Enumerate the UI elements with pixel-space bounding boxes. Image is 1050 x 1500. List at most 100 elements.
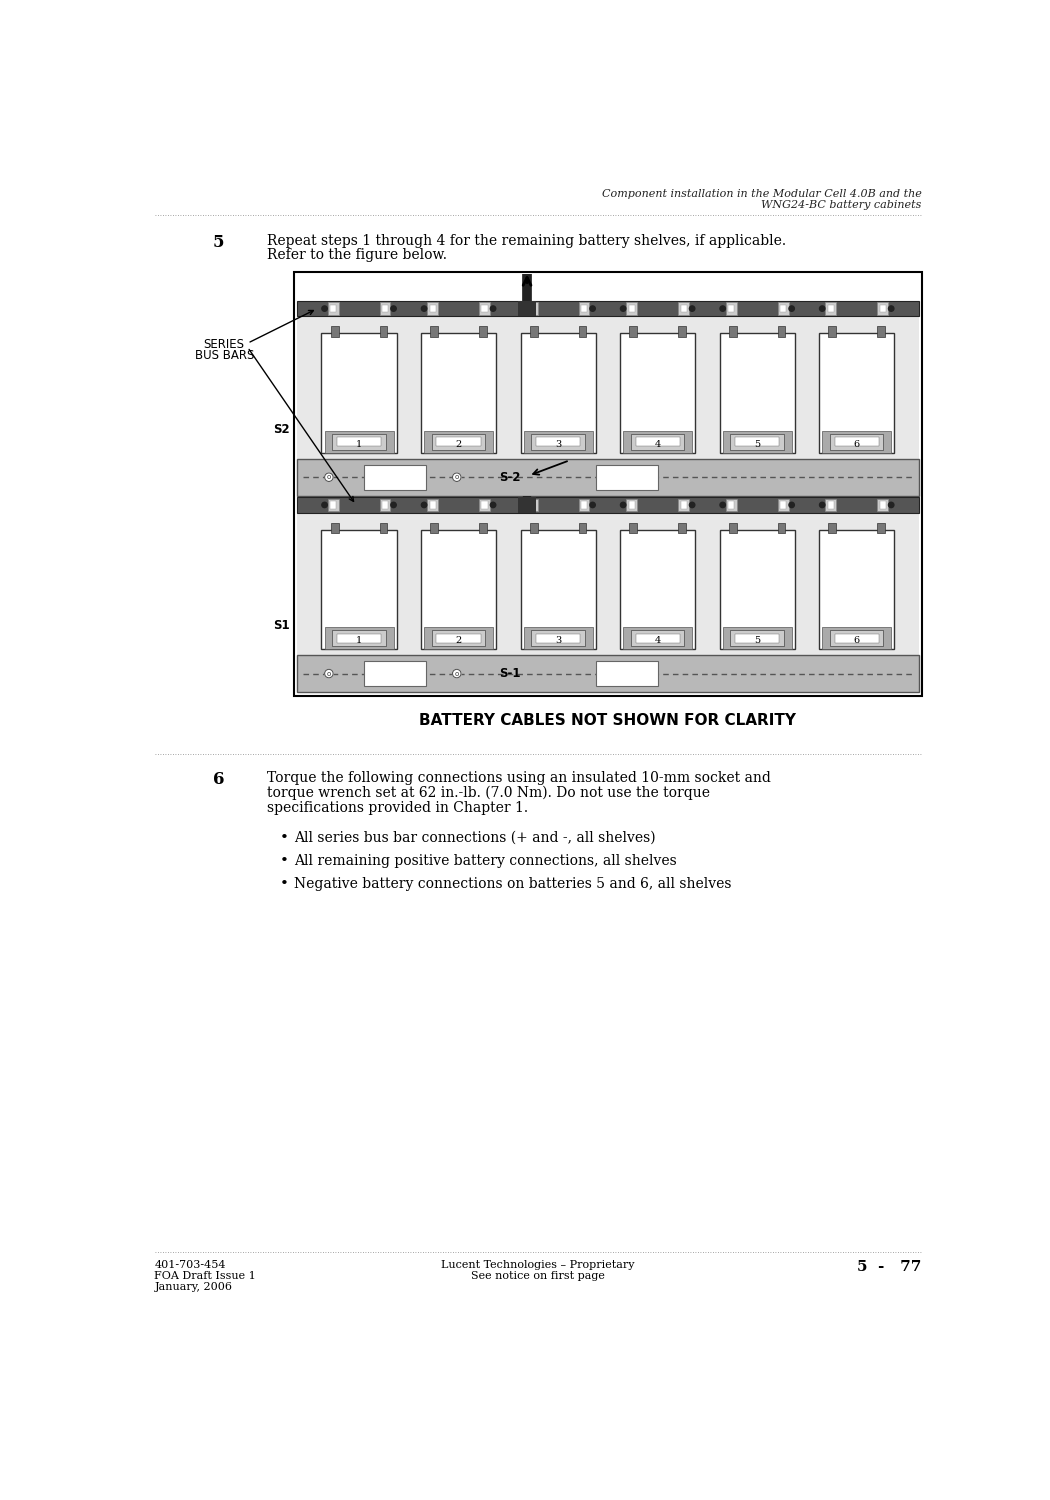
Bar (297, 316, 919, 459)
Bar (430, 327, 438, 338)
Text: 5  -   77: 5 - 77 (858, 1260, 922, 1275)
Bar (427, 500, 438, 512)
Circle shape (888, 503, 894, 507)
Circle shape (521, 503, 526, 507)
Text: All remaining positive battery connections, all shelves: All remaining positive battery connectio… (294, 853, 677, 867)
Bar (678, 303, 689, 315)
Bar (337, 436, 381, 447)
Bar (722, 627, 792, 650)
Bar (579, 522, 586, 534)
Text: S2: S2 (273, 423, 290, 435)
Text: 3: 3 (555, 636, 562, 645)
Bar (363, 465, 425, 489)
Bar (623, 627, 692, 650)
Bar (728, 304, 734, 312)
Bar (297, 513, 919, 656)
Bar (621, 333, 695, 453)
Text: o: o (455, 474, 459, 480)
Bar (780, 304, 786, 312)
Bar (726, 500, 737, 512)
Bar (877, 327, 885, 338)
Bar (581, 501, 587, 509)
Text: o: o (455, 670, 459, 676)
Bar (621, 530, 695, 650)
Bar (524, 627, 592, 650)
Circle shape (621, 306, 626, 312)
Bar (530, 522, 538, 534)
Circle shape (789, 503, 795, 507)
Circle shape (819, 503, 825, 507)
Text: 401-703-454: 401-703-454 (154, 1260, 226, 1270)
Bar (536, 633, 581, 644)
Bar (294, 273, 922, 696)
Circle shape (590, 306, 595, 312)
Bar (830, 630, 883, 646)
Bar (722, 430, 792, 453)
Bar (579, 327, 586, 338)
Bar (330, 501, 336, 509)
Bar (877, 303, 888, 315)
Bar (579, 303, 589, 315)
Bar (424, 430, 494, 453)
Bar (678, 327, 686, 338)
Text: SERIES: SERIES (204, 338, 245, 351)
Circle shape (888, 306, 894, 312)
Bar (729, 327, 737, 338)
Bar (421, 530, 497, 650)
Bar (822, 430, 891, 453)
Bar (297, 656, 919, 692)
Bar (531, 433, 585, 450)
Text: 2: 2 (456, 440, 462, 448)
Bar (479, 522, 487, 534)
Bar (631, 433, 685, 450)
Circle shape (789, 306, 795, 312)
Circle shape (453, 472, 461, 482)
Circle shape (391, 306, 396, 312)
Bar (830, 433, 883, 450)
Bar (729, 522, 737, 534)
Bar (819, 333, 895, 453)
Bar (626, 303, 637, 315)
Circle shape (690, 503, 695, 507)
Bar (678, 500, 689, 512)
Text: Lucent Technologies – Proprietary: Lucent Technologies – Proprietary (441, 1260, 635, 1270)
Circle shape (819, 306, 825, 312)
Bar (437, 633, 481, 644)
Text: o: o (327, 670, 331, 676)
Bar (324, 430, 394, 453)
Bar (726, 303, 737, 315)
Bar (321, 333, 397, 453)
Circle shape (720, 503, 726, 507)
Bar (432, 630, 485, 646)
Bar (680, 304, 687, 312)
Circle shape (521, 306, 526, 312)
Bar (877, 522, 885, 534)
Bar (880, 501, 886, 509)
Text: S1: S1 (273, 620, 290, 632)
Text: 6: 6 (854, 636, 860, 645)
Bar (518, 302, 537, 316)
Bar (332, 433, 385, 450)
Bar (635, 436, 679, 447)
Bar (328, 500, 338, 512)
Text: BUS BARS: BUS BARS (194, 348, 254, 361)
Text: Refer to the figure below.: Refer to the figure below. (267, 248, 447, 262)
Text: WNG24-BC battery cabinets: WNG24-BC battery cabinets (761, 200, 922, 210)
Bar (380, 327, 387, 338)
Circle shape (421, 306, 426, 312)
Text: S-1: S-1 (500, 668, 521, 680)
Bar (719, 333, 795, 453)
Bar (424, 627, 494, 650)
Bar (427, 303, 438, 315)
Text: 1: 1 (356, 636, 362, 645)
Bar (626, 500, 637, 512)
Bar (778, 303, 789, 315)
Bar (731, 630, 784, 646)
Bar (835, 633, 879, 644)
Text: January, 2006: January, 2006 (154, 1282, 232, 1292)
Bar (631, 630, 685, 646)
Text: BATTERY CABLES NOT SHOWN FOR CLARITY: BATTERY CABLES NOT SHOWN FOR CLARITY (419, 712, 796, 728)
Bar (629, 327, 637, 338)
Bar (877, 500, 888, 512)
Circle shape (720, 306, 726, 312)
